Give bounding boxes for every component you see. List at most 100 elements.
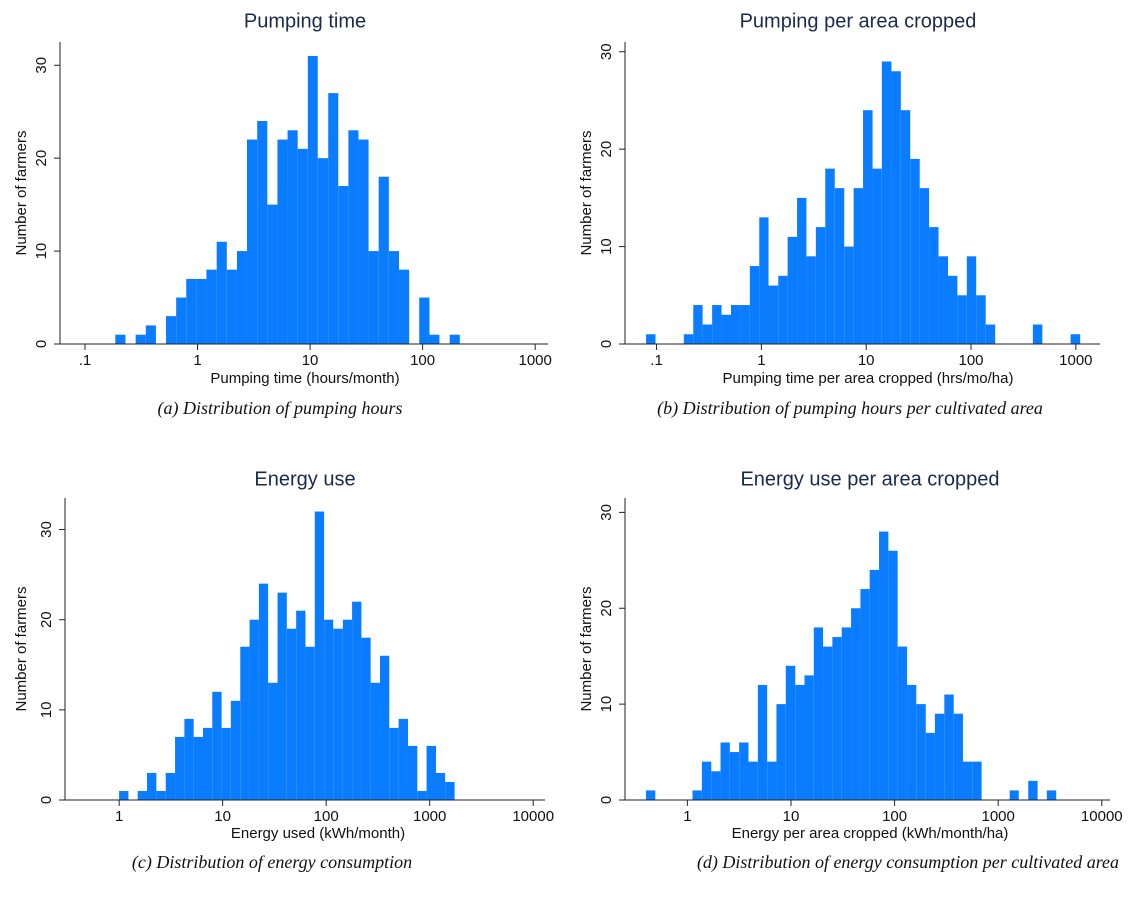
bar	[206, 269, 217, 344]
bar	[277, 592, 287, 800]
bar	[711, 771, 721, 800]
x-tick-label: 10	[302, 352, 319, 369]
x-tick-label: 1000	[413, 808, 446, 825]
bar	[186, 278, 197, 344]
bar	[257, 120, 268, 344]
bar	[135, 334, 146, 344]
y-tick-label: 0	[598, 796, 615, 804]
bar	[881, 61, 892, 344]
bar	[720, 742, 730, 800]
bar	[370, 682, 380, 800]
bar	[844, 246, 854, 344]
bar	[916, 704, 926, 800]
y-tick-label: 20	[38, 611, 55, 628]
x-tick-label: 1000	[518, 352, 551, 369]
x-tick-label: 1	[757, 352, 765, 369]
y-tick-label: 20	[598, 141, 615, 158]
bar	[860, 589, 870, 800]
bar	[953, 713, 963, 800]
bar	[863, 110, 873, 345]
bar	[730, 305, 741, 344]
chart-title: Pumping time	[244, 10, 366, 32]
bar	[721, 314, 731, 344]
bar	[897, 646, 908, 800]
bar	[944, 694, 954, 800]
bar	[832, 637, 842, 800]
y-tick-label: 10	[598, 696, 615, 713]
bar	[851, 608, 861, 800]
bar	[879, 531, 889, 800]
y-tick-label: 0	[33, 340, 50, 348]
bar	[740, 305, 750, 344]
bar	[348, 130, 359, 344]
bar	[806, 256, 816, 344]
bar	[929, 227, 939, 344]
bar	[147, 772, 157, 800]
bar	[338, 186, 349, 344]
bar	[869, 569, 880, 800]
bar	[203, 727, 213, 800]
bar	[352, 601, 362, 800]
bar	[314, 511, 325, 800]
caption: (a) Distribution of pumping hours	[157, 398, 402, 419]
bar	[268, 682, 278, 800]
bar	[938, 256, 948, 344]
bar	[445, 781, 455, 800]
bar	[823, 646, 833, 800]
y-tick-label: 20	[33, 150, 50, 167]
bar	[175, 736, 185, 800]
bar	[888, 550, 898, 800]
bar	[778, 275, 788, 344]
bar	[230, 700, 241, 800]
chart-title: Pumping per area cropped	[740, 10, 977, 32]
bar	[267, 204, 278, 344]
bar	[985, 324, 996, 344]
x-tick-label: 10000	[512, 808, 554, 825]
caption: (c) Distribution of energy consumption	[132, 852, 412, 873]
bar	[145, 325, 156, 344]
bar	[712, 305, 722, 344]
bar	[702, 324, 713, 344]
bar	[966, 256, 977, 344]
bar	[296, 610, 306, 800]
bar	[841, 627, 852, 800]
bar	[759, 217, 769, 344]
bar	[212, 691, 222, 800]
bar	[768, 285, 779, 344]
bar	[748, 761, 758, 800]
x-tick-label: 1000	[982, 808, 1015, 825]
bar	[429, 334, 440, 344]
bar	[815, 227, 826, 344]
bar	[216, 241, 227, 344]
bar	[872, 168, 882, 344]
bar	[757, 684, 768, 800]
bar	[389, 727, 399, 800]
bar	[692, 790, 702, 800]
y-tick-label: 30	[598, 43, 615, 60]
bar	[891, 71, 901, 345]
bar	[645, 790, 656, 800]
y-tick-label: 30	[33, 57, 50, 74]
x-tick-label: 100	[410, 352, 435, 369]
bar	[328, 93, 339, 344]
bar	[787, 236, 798, 344]
bar	[919, 188, 930, 344]
bar	[767, 761, 777, 800]
bar	[236, 251, 247, 344]
x-axis-label: Energy used (kWh/month)	[231, 825, 405, 842]
bar	[324, 619, 334, 800]
bar	[361, 637, 371, 800]
bar	[115, 334, 126, 344]
x-tick-label: 10	[858, 352, 875, 369]
bar	[258, 583, 269, 800]
caption: (b) Distribution of pumping hours per cu…	[657, 398, 1043, 419]
bar	[307, 55, 318, 344]
bar	[156, 790, 166, 800]
y-tick-label: 10	[598, 238, 615, 255]
bar	[417, 790, 427, 800]
bar	[834, 188, 845, 344]
bar	[240, 646, 250, 800]
bar	[825, 168, 835, 344]
bar	[286, 628, 297, 800]
